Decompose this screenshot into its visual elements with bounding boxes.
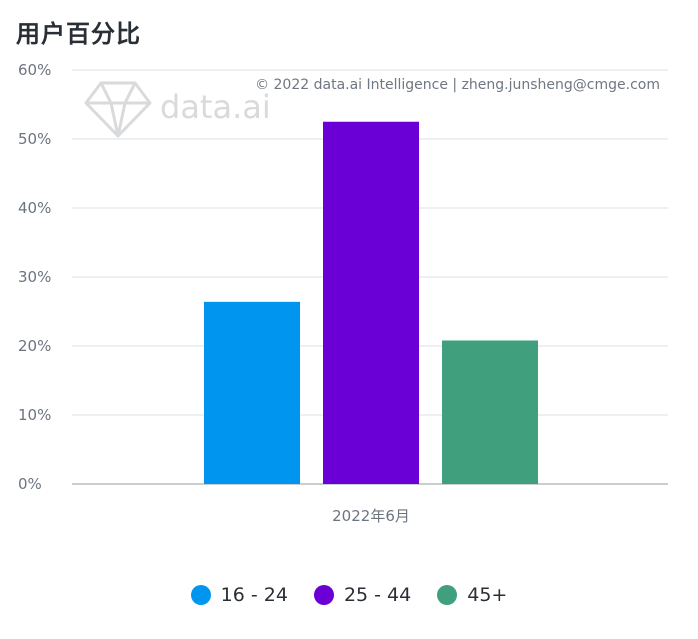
diamond-logo-icon: [84, 81, 152, 138]
y-axis-ticks: 0% 10% 20% 30% 40% 50% 60%: [18, 61, 51, 493]
chart-title: 用户百分比: [16, 20, 141, 48]
credit-text: © 2022 data.ai Intelligence | zheng.juns…: [255, 77, 660, 93]
y-tick-label: 60%: [18, 61, 51, 79]
x-tick-label: 2022年6月: [332, 507, 410, 525]
legend-label: 25 - 44: [343, 584, 412, 606]
legend-label: 16 - 24: [220, 584, 288, 606]
legend-item[interactable]: 45+: [437, 584, 507, 606]
legend-dot-icon: [190, 585, 211, 605]
bar: [442, 340, 538, 484]
y-tick-label: 30%: [18, 268, 51, 286]
legend-item[interactable]: 16 - 24: [190, 584, 288, 606]
watermark-text: data.ai: [160, 88, 271, 126]
y-tick-label: 20%: [18, 337, 51, 355]
x-axis-labels: 2022年6月: [332, 507, 410, 525]
watermark: data.ai: [84, 81, 271, 138]
legend-label: 45+: [467, 584, 508, 606]
legend-dot-icon: [313, 585, 334, 605]
y-tick-label: 40%: [18, 199, 51, 217]
y-tick-label: 50%: [18, 130, 51, 148]
bar-chart: data.ai 0% 10% 20% 30% 40% 50% 60% 2022年6月 © 2…: [18, 61, 668, 525]
y-tick-label: 10%: [18, 406, 51, 424]
bars: [204, 121, 538, 484]
legend-dot-icon: [437, 585, 458, 605]
bar: [323, 121, 419, 484]
legend-item[interactable]: 25 - 44: [313, 584, 412, 606]
bar: [204, 301, 300, 484]
legend: 16 - 24 25 - 44 45+: [0, 584, 698, 606]
y-tick-label: 0%: [18, 475, 42, 493]
